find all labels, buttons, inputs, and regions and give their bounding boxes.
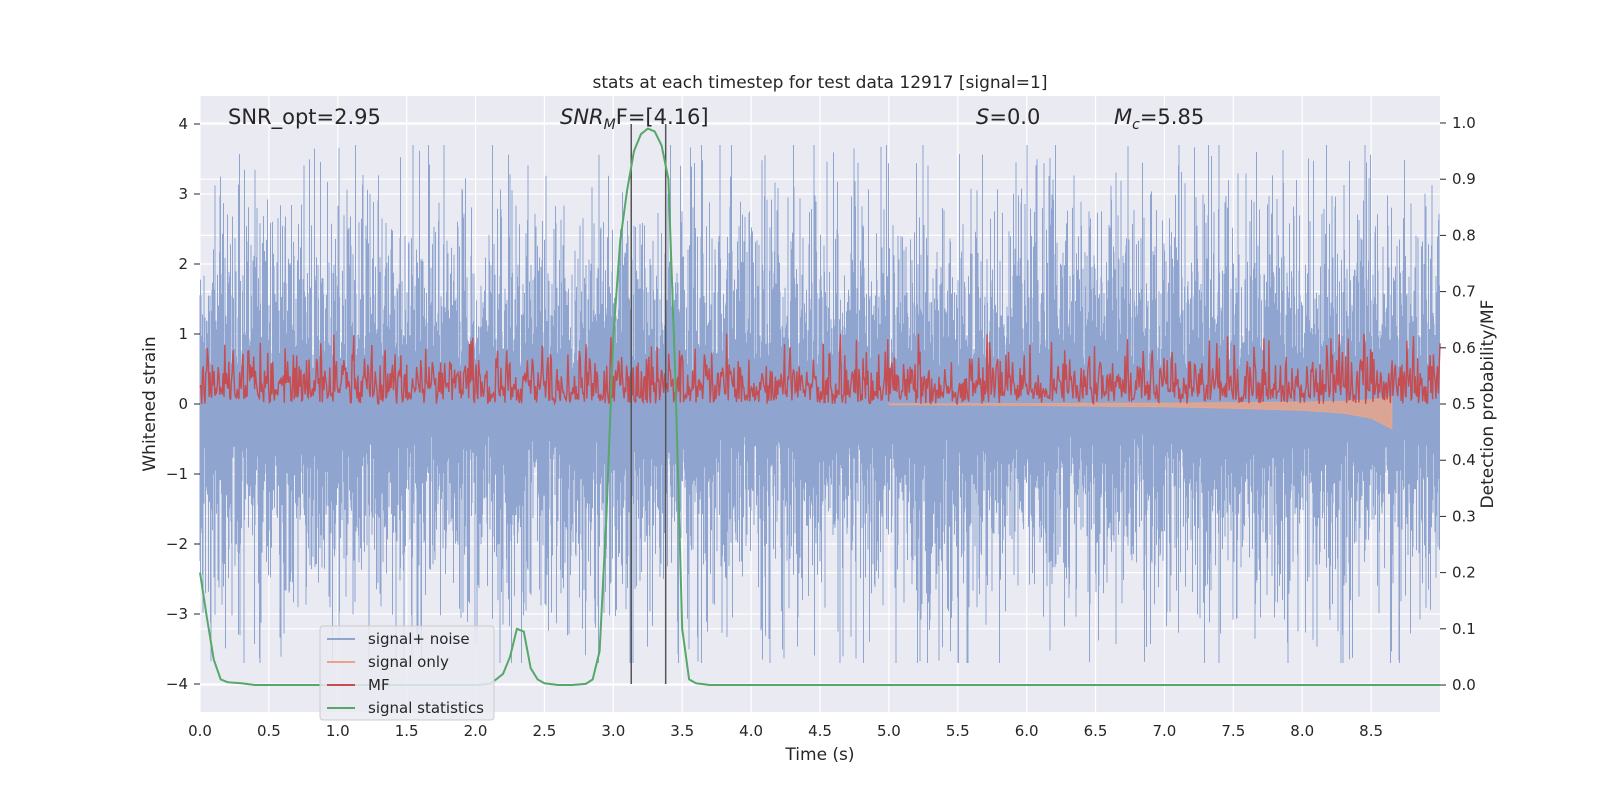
x-tick-label-5: 2.5	[533, 722, 557, 740]
yleft-tick-label-3: −1	[166, 465, 188, 483]
x-tick-label-6: 3.0	[601, 722, 625, 740]
x-tick-label-1: 0.5	[257, 722, 281, 740]
x-tick-label-3: 1.5	[395, 722, 419, 740]
mf-line	[199, 333, 1441, 406]
annotation-s: S=0.0	[976, 105, 1040, 129]
x-tick-label-4: 2.0	[464, 722, 488, 740]
annotation-s-italic: S	[976, 105, 989, 129]
signal-statistics-series	[199, 127, 1440, 686]
left-y-axis-ticks: −4 −3 −2 −1 0 1 2 3 4	[166, 115, 200, 693]
vertical-markers	[630, 124, 667, 684]
legend-label-signal-noise: signal+ noise	[368, 630, 470, 648]
x-tick-label-15: 7.5	[1221, 722, 1245, 740]
right-y-axis-label: Detection probability/MF	[1478, 300, 1498, 509]
yleft-tick-label-7: 3	[178, 185, 188, 203]
legend-label-signal-statistics: signal statistics	[368, 699, 484, 717]
annotation-mc-main: M	[1114, 105, 1132, 129]
yright-tick-label-0: 0.0	[1452, 676, 1476, 694]
annotation-snr-mf-main: SNR	[560, 105, 604, 129]
signal-only-series	[888, 396, 1393, 430]
chart-title: stats at each timestep for test data 129…	[593, 73, 1048, 93]
yleft-tick-label-0: −4	[166, 675, 188, 693]
x-tick-label-14: 7.0	[1153, 722, 1177, 740]
x-axis-label: Time (s)	[784, 745, 854, 765]
legend-box	[319, 625, 495, 721]
x-tick-label-0: 0.0	[188, 722, 212, 740]
x-tick-label-2: 1.0	[326, 722, 350, 740]
x-tick-label-11: 5.5	[946, 722, 970, 740]
yleft-tick-label-5: 1	[178, 325, 188, 343]
annotation-mc-sub: c	[1132, 117, 1140, 133]
annotation-s-rest: =0.0	[989, 105, 1040, 129]
legend-label-mf: MF	[368, 676, 390, 694]
signal-statistics-line	[199, 127, 1440, 686]
yright-tick-label-6: 0.6	[1452, 339, 1476, 357]
legend: signal+ noise signal only MF signal stat…	[319, 625, 495, 721]
x-tick-label-7: 3.5	[670, 722, 694, 740]
yright-tick-label-8: 0.8	[1452, 226, 1476, 244]
yleft-tick-label-1: −3	[166, 605, 188, 623]
annotation-snr-mf-rest: F=[4.16]	[616, 105, 709, 129]
yleft-tick-label-2: −2	[166, 535, 188, 553]
x-tick-label-12: 6.0	[1015, 722, 1039, 740]
yright-tick-label-1: 0.1	[1452, 620, 1476, 638]
x-tick-label-9: 4.5	[808, 722, 832, 740]
annotation-snr-opt: SNR_opt=2.95	[228, 105, 381, 130]
yright-tick-label-9: 0.9	[1452, 170, 1476, 188]
yright-tick-label-3: 0.3	[1452, 507, 1476, 525]
annotation-snr-mf-sub: M	[604, 117, 616, 133]
mf-series	[199, 333, 1441, 406]
yright-tick-label-4: 0.4	[1452, 451, 1476, 469]
legend-label-signal-only: signal only	[368, 653, 449, 671]
signal-only-line	[888, 396, 1393, 430]
yleft-tick-label-6: 2	[178, 255, 188, 273]
x-tick-label-16: 8.0	[1290, 722, 1314, 740]
yright-tick-label-5: 0.5	[1452, 395, 1476, 413]
annotation-mc: Mc=5.85	[1114, 105, 1204, 133]
left-y-axis-label: Whitened strain	[140, 336, 160, 471]
yleft-tick-label-8: 4	[178, 115, 188, 133]
x-tick-label-13: 6.5	[1084, 722, 1108, 740]
right-y-axis-ticks: 0.0 0.1 0.2 0.3 0.4 0.5 0.6 0.7 0.8 0.9 1.0	[1440, 114, 1476, 694]
yright-tick-label-7: 0.7	[1452, 283, 1476, 301]
annotation-snr-mf: SNRMF=[4.16]	[560, 105, 709, 133]
x-axis-ticks: 0.0 0.5 1.0 1.5 2.0 2.5 3.0 3.5 4.0 4.5 5.0 5.5 6.0 6…	[188, 722, 1383, 740]
annotation-mc-rest: =5.85	[1140, 105, 1204, 129]
x-tick-label-8: 4.0	[739, 722, 763, 740]
x-tick-label-17: 8.5	[1359, 722, 1383, 740]
yright-tick-label-10: 1.0	[1452, 114, 1476, 132]
yleft-tick-label-4: 0	[178, 395, 188, 413]
yright-tick-label-2: 0.2	[1452, 564, 1476, 582]
x-tick-label-10: 5.0	[877, 722, 901, 740]
